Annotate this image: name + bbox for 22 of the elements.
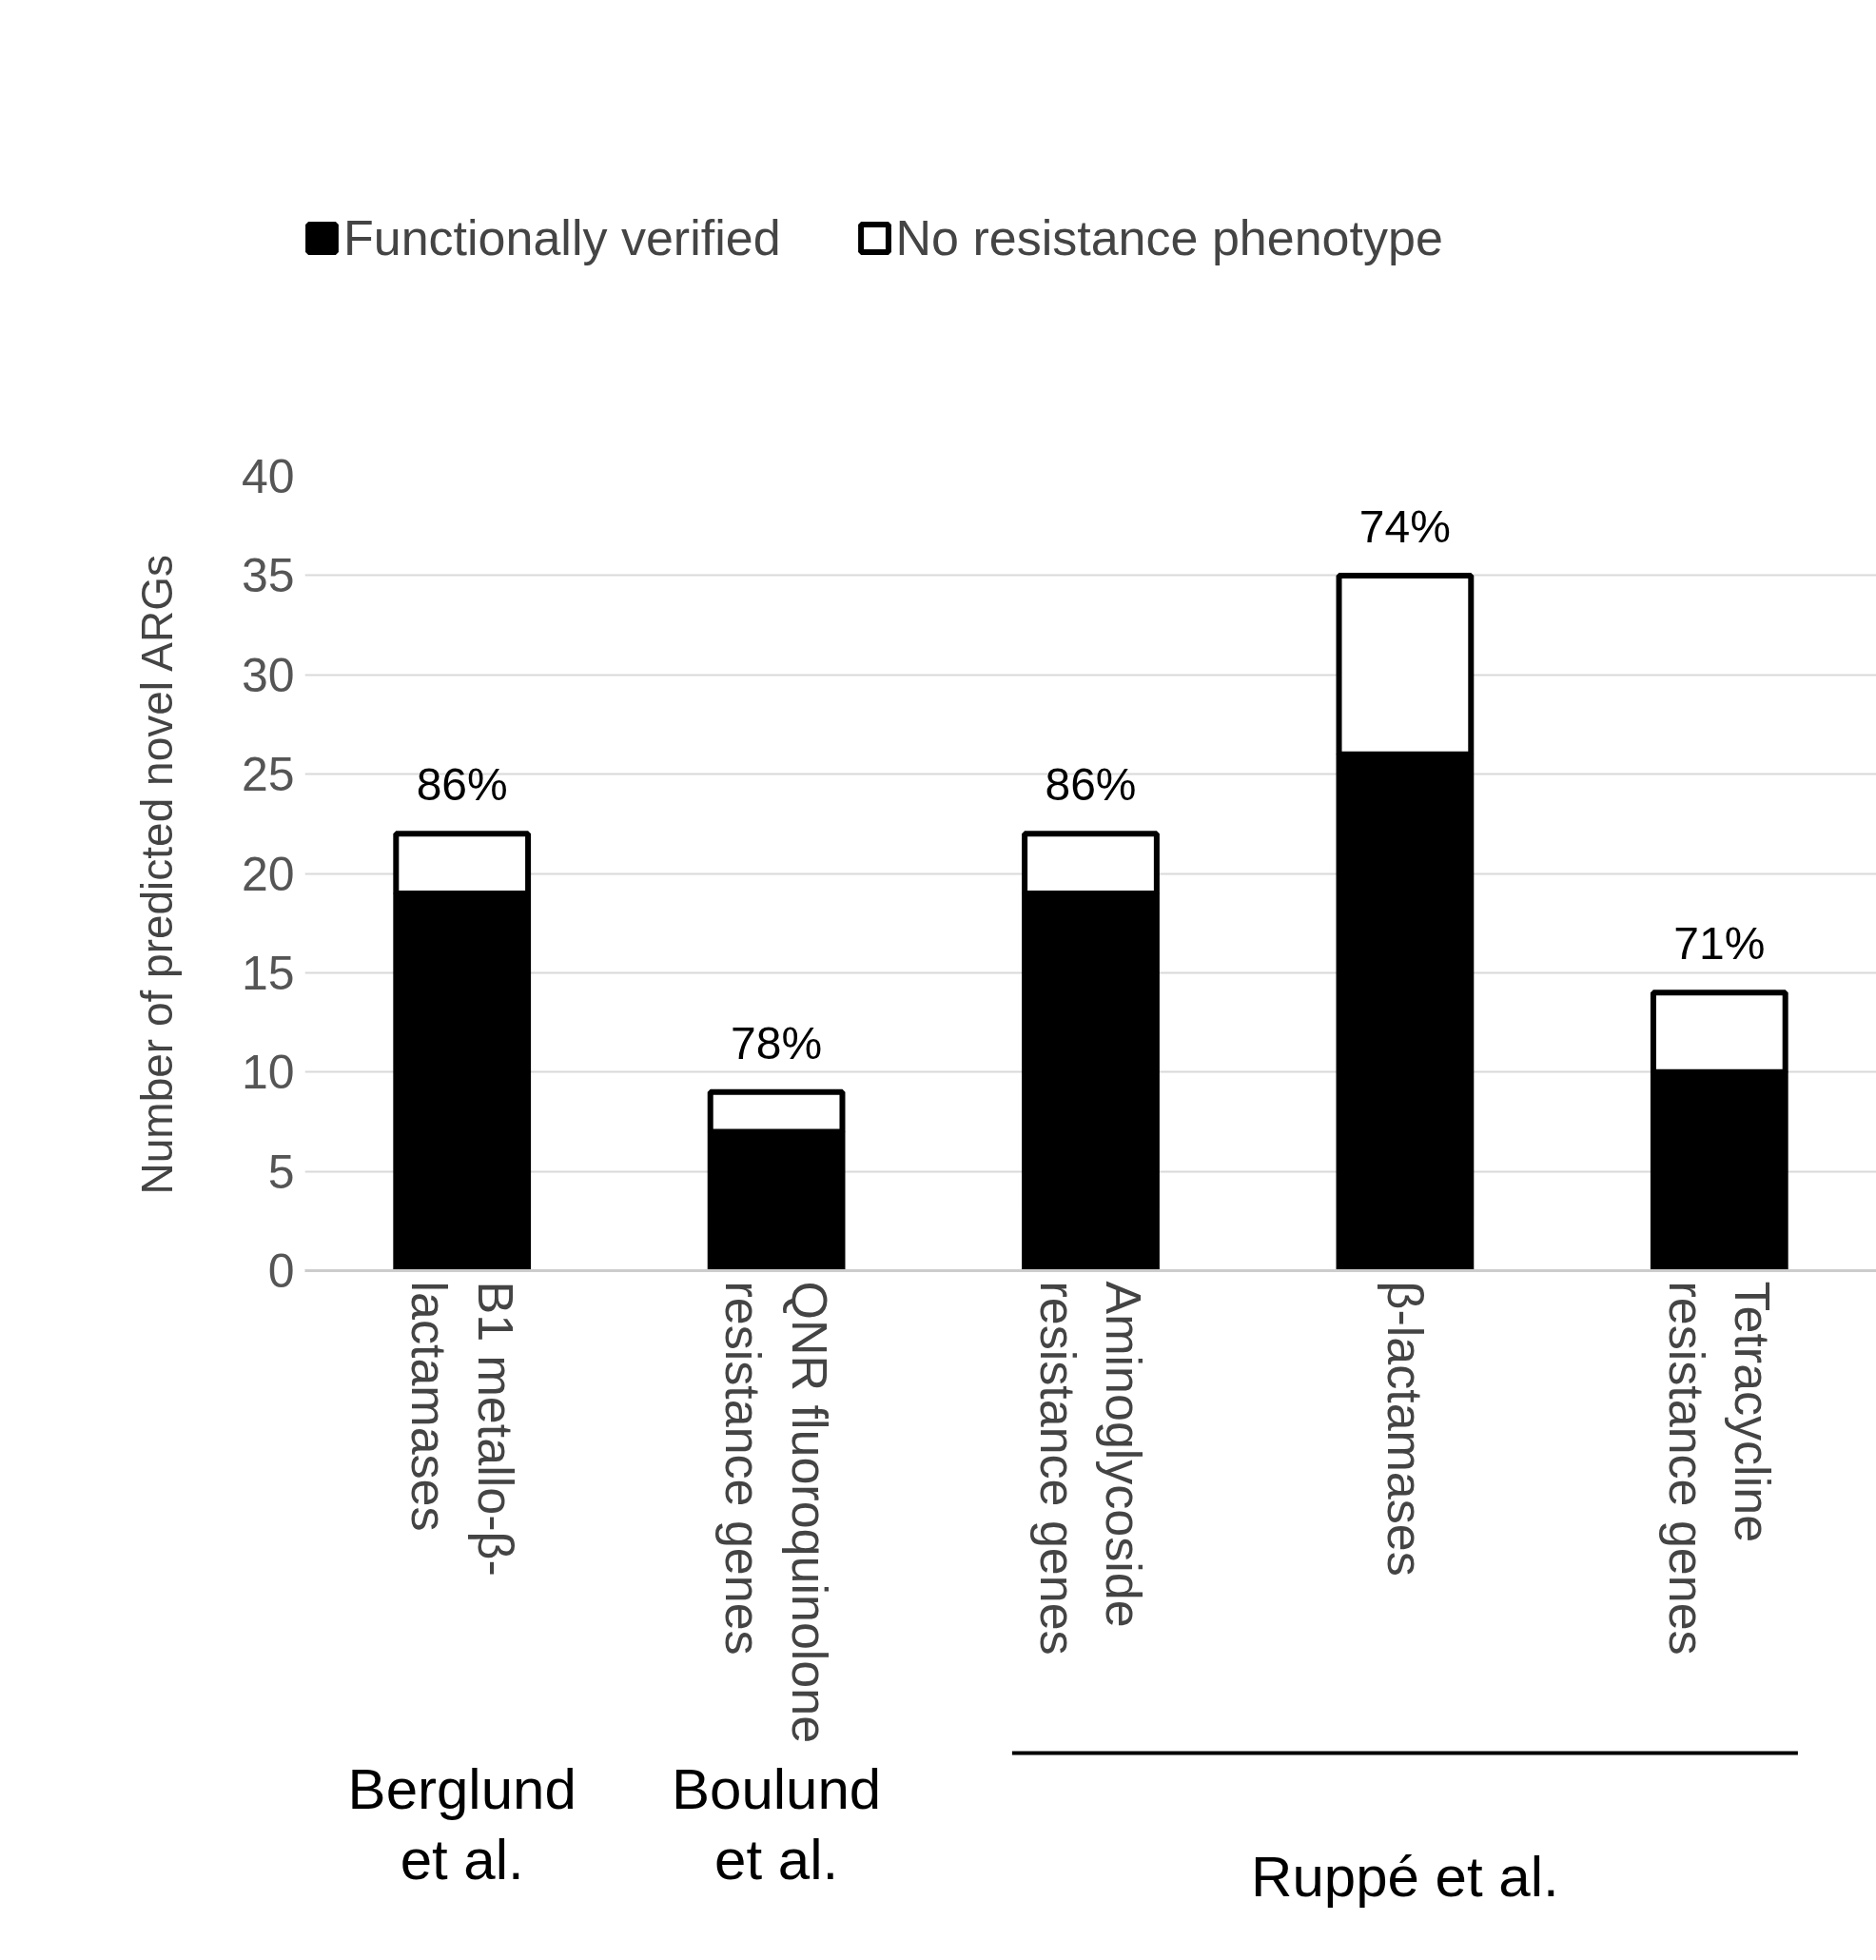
y-tick-label: 5 [267,1145,295,1199]
legend-label: Functionally verified [343,209,781,266]
legend-label: No resistance phenotype [895,209,1443,266]
annotation: 86% [1045,759,1137,811]
x-tick-label: β-lactamases [1377,1281,1433,1577]
y-tick-label: 15 [241,946,295,1000]
x-tick-label: B1 metallo-β-lactamases [401,1281,523,1577]
text: Ruppé et al. [1251,1845,1559,1909]
y-tick-label: 20 [241,847,295,901]
annotation: 78% [731,1017,823,1068]
y-axis-title: Number of predicted novel ARGs [131,555,182,1195]
y-tick-label: 0 [267,1245,295,1298]
y-tick-label: 25 [241,748,295,802]
annotation: 86% [416,759,508,811]
y-tick-label: 35 [241,549,295,603]
y-tick-label: 10 [241,1046,295,1100]
y-tick-label: 40 [241,450,295,503]
text: Boulund et al. [672,1757,882,1891]
annotation: 71% [1673,918,1766,970]
y-tick-label: 30 [241,648,295,702]
text: Berglund et al. [347,1757,576,1891]
annotation: 74% [1358,500,1451,552]
